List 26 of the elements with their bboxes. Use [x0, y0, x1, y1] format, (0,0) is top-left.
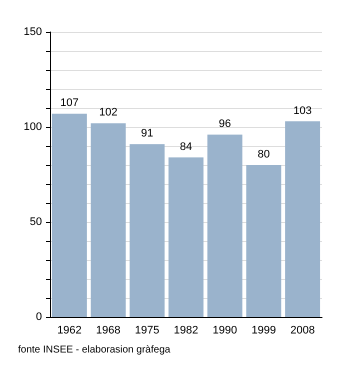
- x-tick-label: 1968: [96, 324, 121, 336]
- bar: [52, 114, 87, 317]
- bar: [168, 157, 204, 317]
- data-label: 91: [141, 128, 154, 140]
- bar: [207, 134, 242, 317]
- data-label: 84: [180, 140, 192, 153]
- data-label: 107: [60, 97, 79, 110]
- x-tick-label: 1990: [212, 324, 238, 336]
- y-tick-label: 100: [24, 121, 42, 133]
- data-label: 96: [218, 118, 231, 130]
- y-tick-label: 50: [30, 216, 42, 228]
- y-tick-label: 150: [24, 26, 42, 38]
- y-tick-label: 0: [36, 311, 42, 323]
- x-tick-label: 1962: [57, 324, 82, 336]
- source-note: fonte INSEE - elaborasion gràfega: [18, 344, 171, 356]
- bar: [130, 144, 165, 317]
- x-tick-label: 1982: [174, 324, 198, 336]
- x-tick-label: 1975: [134, 324, 160, 336]
- x-tick-label: 2008: [290, 324, 315, 336]
- data-label: 102: [99, 106, 118, 119]
- bar: [285, 121, 320, 317]
- data-label: 80: [258, 148, 270, 160]
- data-label: 103: [293, 104, 312, 117]
- bar: [90, 123, 126, 317]
- x-tick-label: 1999: [251, 324, 276, 336]
- bar: [246, 165, 282, 317]
